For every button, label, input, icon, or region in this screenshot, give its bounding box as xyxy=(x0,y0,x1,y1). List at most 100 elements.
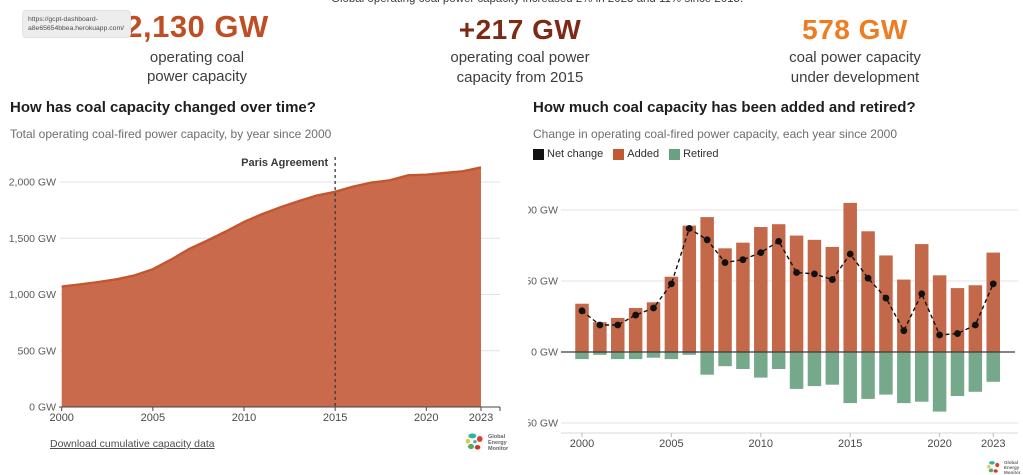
retired-bar[interactable] xyxy=(879,352,893,395)
legend-item-added[interactable]: Added xyxy=(613,148,659,160)
net-change-dot[interactable] xyxy=(578,307,586,315)
left-chart-title: How has coal capacity changed over time? xyxy=(10,99,316,116)
net-change-dot[interactable] xyxy=(596,321,604,329)
net-change-dot[interactable] xyxy=(650,304,657,312)
download-cumulative-data-link[interactable]: Download cumulative capacity data xyxy=(50,438,215,450)
net-change-dot[interactable] xyxy=(828,276,836,283)
added-bar[interactable] xyxy=(771,224,786,352)
y-axis-label: 100 GW xyxy=(528,205,558,217)
net-change-dot[interactable] xyxy=(936,331,943,339)
retired-bar[interactable] xyxy=(897,352,911,404)
y-axis-label: -50 GW xyxy=(528,418,558,430)
net-change-dot[interactable] xyxy=(989,280,997,288)
net-change-dot[interactable] xyxy=(811,270,818,278)
retired-bar[interactable] xyxy=(843,352,857,404)
gem-logo-text: Global Energy Monitor xyxy=(488,433,509,452)
net-change-dot[interactable] xyxy=(864,274,872,282)
retired-bar[interactable] xyxy=(789,352,804,389)
retired-bar[interactable] xyxy=(771,352,786,369)
added-bar[interactable] xyxy=(789,235,804,352)
retired-bar[interactable] xyxy=(628,352,643,360)
retired-bar[interactable] xyxy=(664,352,679,360)
added-bar[interactable] xyxy=(843,202,857,352)
added-bar[interactable] xyxy=(807,239,822,353)
legend-item-net-change[interactable]: Net change xyxy=(533,148,603,160)
net-change-dot[interactable] xyxy=(900,327,908,335)
x-axis-label: 2015 xyxy=(323,412,347,424)
net-change-dot[interactable] xyxy=(632,311,640,319)
net-change-dot[interactable] xyxy=(793,269,800,276)
net-change-dot[interactable] xyxy=(846,250,854,258)
stat-operating-capacity-label: operating coal power capacity xyxy=(146,48,248,86)
added-bar[interactable] xyxy=(700,217,714,352)
retired-bar[interactable] xyxy=(861,352,875,399)
retired-bar[interactable] xyxy=(968,352,983,392)
retired-bar[interactable] xyxy=(914,352,929,402)
net-change-dot[interactable] xyxy=(971,321,979,329)
added-bar[interactable] xyxy=(646,302,661,352)
net-change-dot[interactable] xyxy=(668,280,675,288)
added-bar[interactable] xyxy=(950,288,965,352)
added-bar[interactable] xyxy=(664,276,679,353)
added-bar[interactable] xyxy=(593,322,607,352)
retired-bar[interactable] xyxy=(825,352,840,385)
retired-bar[interactable] xyxy=(807,352,822,387)
added-bar[interactable] xyxy=(611,317,625,353)
retired-bar[interactable] xyxy=(932,352,947,412)
net-change-dot[interactable] xyxy=(721,259,729,266)
retired-bar[interactable] xyxy=(736,352,750,369)
added-bar[interactable] xyxy=(897,279,911,352)
net-change-dot[interactable] xyxy=(739,256,747,264)
retired-bar[interactable] xyxy=(575,352,589,360)
stat-capacity-change-label: operating coal power capacity from 2015 xyxy=(450,49,590,86)
added-bar[interactable] xyxy=(754,227,768,353)
y-axis-label: 0 GW xyxy=(531,347,558,359)
added-retired-bar-chart[interactable]: -50 GW 0 GW 50 GW 100 GW 2000 2005 2010 2015 202… xyxy=(528,165,1023,465)
url-tooltip-line1: https://gcpt-dashboard- xyxy=(28,16,98,23)
added-bar[interactable] xyxy=(682,225,697,353)
net-change-dot[interactable] xyxy=(703,236,711,244)
added-bar[interactable] xyxy=(718,248,732,353)
x-axis-label: 2023 xyxy=(981,438,1005,450)
x-axis-label: 2000 xyxy=(49,412,73,424)
added-bar[interactable] xyxy=(861,231,875,352)
net-change-dot[interactable] xyxy=(882,294,890,302)
net-change-dot[interactable] xyxy=(757,249,765,256)
stat-under-development-value: 578 GW xyxy=(802,14,908,45)
capacity-area-stroke xyxy=(61,166,482,288)
added-swatch-icon xyxy=(613,148,625,160)
added-bar[interactable] xyxy=(914,244,929,352)
x-axis-label: 2023 xyxy=(469,412,493,424)
capacity-area[interactable] xyxy=(61,167,481,407)
added-bar[interactable] xyxy=(736,242,750,352)
right-chart-subtitle: Change in operating coal-fired power cap… xyxy=(533,127,897,141)
net-change-dot[interactable] xyxy=(954,330,961,337)
added-bar[interactable] xyxy=(575,303,589,353)
retired-bar[interactable] xyxy=(646,352,661,358)
retired-bar[interactable] xyxy=(718,352,732,367)
retired-bar[interactable] xyxy=(754,352,768,378)
added-bar[interactable] xyxy=(879,255,893,353)
net-change-dot[interactable] xyxy=(614,321,622,329)
retired-bar[interactable] xyxy=(593,352,607,355)
gem-logo: Global Energy Monitor xyxy=(464,432,509,453)
legend-item-retired[interactable]: Retired xyxy=(669,148,719,160)
retired-bar[interactable] xyxy=(682,352,697,355)
gem-logo-small-text: Global Energy Monitor xyxy=(1004,460,1021,475)
url-tooltip: https://gcpt-dashboard- a8e65654bbea.her… xyxy=(22,10,131,38)
added-bar[interactable] xyxy=(932,275,947,353)
added-bar[interactable] xyxy=(628,307,643,352)
retired-bar[interactable] xyxy=(700,352,714,375)
net-change-dot[interactable] xyxy=(685,225,693,232)
added-bar[interactable] xyxy=(825,246,840,353)
retired-bar[interactable] xyxy=(986,352,1000,382)
added-bar[interactable] xyxy=(986,252,1000,352)
net-change-dot[interactable] xyxy=(918,290,926,298)
cumulative-capacity-area-chart[interactable]: 0 GW 500 GW 1,000 GW 1,500 GW 2,000 GW Paris … xyxy=(0,150,520,428)
retired-bar[interactable] xyxy=(950,352,965,396)
gem-logo-small: Global Energy Monitor xyxy=(986,460,1021,475)
added-bar[interactable] xyxy=(968,285,983,352)
retired-bar[interactable] xyxy=(611,352,625,360)
right-chart-title: How much coal capacity has been added an… xyxy=(533,99,916,116)
net-change-dot[interactable] xyxy=(775,237,783,245)
